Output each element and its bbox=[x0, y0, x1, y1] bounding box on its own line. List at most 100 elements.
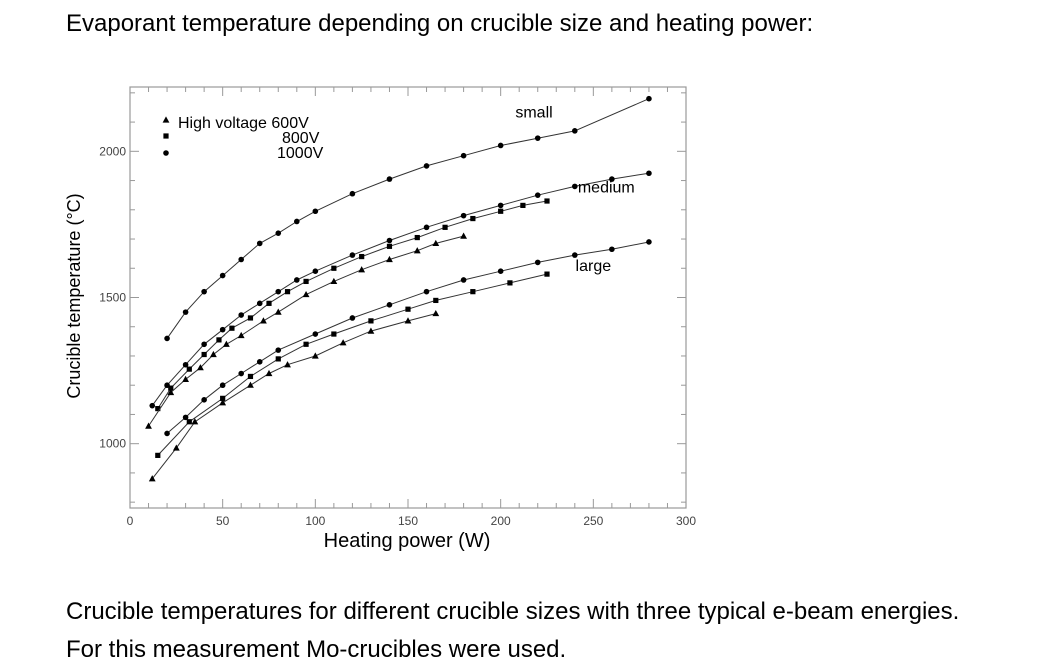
x-tick-label: 50 bbox=[216, 514, 230, 528]
data-point bbox=[302, 290, 310, 298]
x-tick-label: 250 bbox=[583, 514, 603, 528]
data-point bbox=[349, 190, 356, 197]
data-point bbox=[219, 399, 227, 406]
data-point bbox=[155, 405, 161, 412]
data-point bbox=[201, 351, 207, 358]
data-point bbox=[534, 259, 541, 266]
data-point bbox=[260, 317, 267, 324]
x-axis-label: Heating power (W) bbox=[324, 530, 491, 552]
annotation-medium: medium bbox=[578, 179, 635, 196]
data-point bbox=[331, 331, 337, 337]
data-point bbox=[609, 246, 615, 253]
data-point bbox=[414, 234, 420, 241]
data-point bbox=[330, 277, 338, 285]
x-tick-label: 300 bbox=[676, 514, 696, 528]
data-point bbox=[247, 373, 254, 380]
data-point bbox=[294, 277, 300, 283]
data-point bbox=[229, 325, 235, 331]
data-point bbox=[168, 385, 174, 391]
data-point bbox=[423, 288, 430, 295]
data-point bbox=[238, 370, 244, 377]
data-point bbox=[460, 232, 467, 239]
legend-marker-square bbox=[163, 133, 169, 139]
data-point bbox=[275, 230, 282, 236]
data-point bbox=[433, 297, 439, 304]
series-small-circle bbox=[164, 95, 652, 342]
data-point bbox=[148, 475, 156, 482]
data-point bbox=[507, 280, 513, 286]
data-point bbox=[460, 277, 467, 283]
data-point bbox=[312, 208, 319, 215]
series-large-circle bbox=[164, 239, 652, 437]
data-point bbox=[265, 369, 273, 377]
data-point bbox=[470, 215, 476, 222]
data-point bbox=[572, 128, 578, 134]
data-point bbox=[520, 202, 526, 209]
data-point bbox=[238, 256, 244, 263]
data-point bbox=[423, 163, 430, 169]
y-tick-label: 1000 bbox=[99, 437, 126, 451]
data-point bbox=[386, 176, 393, 182]
data-point bbox=[222, 340, 230, 347]
data-point bbox=[413, 247, 421, 254]
x-tick-label: 150 bbox=[398, 514, 418, 528]
data-point bbox=[497, 202, 504, 209]
legend-marker-triangle bbox=[162, 116, 170, 123]
data-point bbox=[182, 309, 189, 315]
legend-entry-800v: 800V bbox=[282, 130, 320, 147]
data-point bbox=[182, 414, 189, 421]
data-point bbox=[266, 300, 272, 306]
data-point bbox=[358, 266, 366, 273]
data-point bbox=[149, 402, 156, 409]
series-large-triangle bbox=[148, 309, 440, 482]
x-tick-label: 0 bbox=[127, 514, 134, 528]
data-point bbox=[311, 352, 319, 359]
data-point bbox=[646, 170, 652, 177]
data-point bbox=[544, 271, 550, 277]
data-point bbox=[186, 366, 192, 372]
series-line bbox=[166, 98, 650, 339]
series-medium-triangle bbox=[145, 232, 467, 429]
data-point bbox=[164, 335, 170, 342]
data-point bbox=[544, 198, 550, 204]
data-point bbox=[275, 347, 282, 353]
data-point bbox=[238, 312, 244, 318]
data-point bbox=[201, 288, 207, 295]
data-point bbox=[164, 430, 170, 437]
data-point bbox=[497, 142, 504, 149]
data-point bbox=[405, 306, 411, 312]
data-point bbox=[460, 212, 467, 219]
data-point bbox=[219, 326, 226, 333]
data-point bbox=[220, 395, 226, 401]
data-point bbox=[155, 452, 161, 458]
series-line bbox=[157, 273, 548, 456]
annotation-large: large bbox=[576, 258, 612, 275]
data-point bbox=[349, 252, 356, 258]
data-point bbox=[497, 268, 504, 274]
data-point bbox=[432, 239, 440, 247]
data-point bbox=[498, 208, 504, 214]
data-point bbox=[646, 239, 652, 245]
data-point bbox=[172, 444, 180, 451]
data-point bbox=[284, 361, 291, 368]
series-medium-circle bbox=[149, 170, 652, 409]
data-point bbox=[303, 278, 309, 285]
data-point bbox=[339, 339, 347, 346]
data-point bbox=[470, 289, 476, 295]
data-point bbox=[646, 95, 652, 102]
series-line bbox=[151, 172, 649, 406]
x-tick-label: 100 bbox=[305, 514, 325, 528]
data-point bbox=[216, 337, 222, 343]
data-point bbox=[219, 272, 226, 279]
data-point bbox=[368, 318, 374, 324]
data-point bbox=[534, 135, 541, 141]
plot-border bbox=[129, 86, 687, 509]
data-point bbox=[609, 176, 615, 182]
data-point bbox=[386, 255, 393, 263]
data-point bbox=[182, 375, 189, 382]
data-point bbox=[460, 152, 467, 159]
data-point bbox=[256, 300, 263, 307]
data-point bbox=[312, 268, 319, 274]
